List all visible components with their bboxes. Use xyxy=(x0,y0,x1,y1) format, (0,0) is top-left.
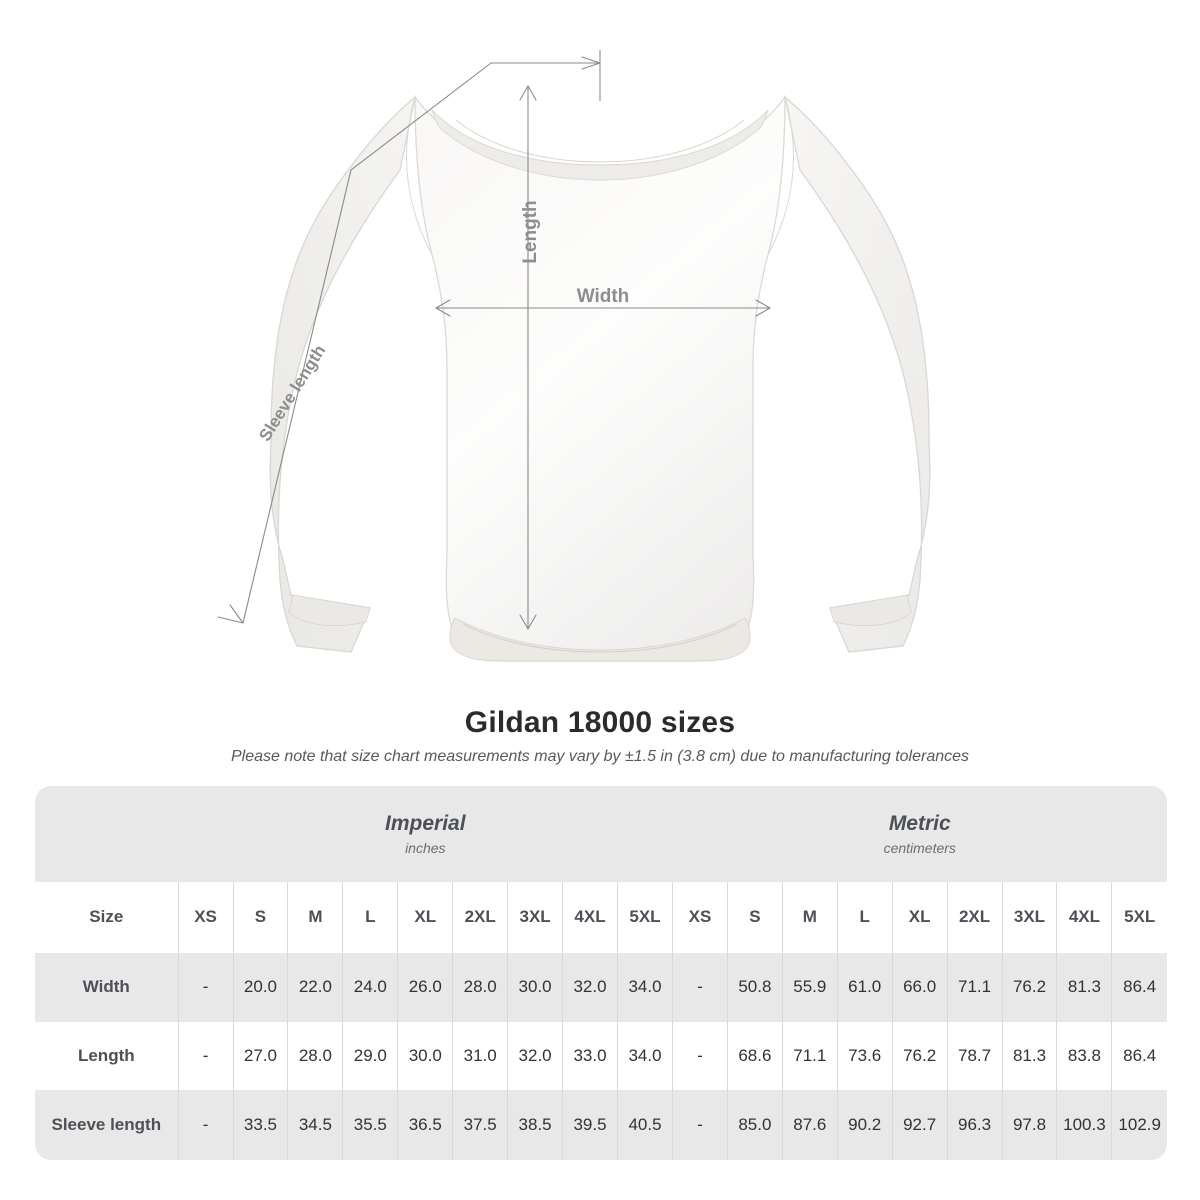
svg-text:Width: Width xyxy=(577,286,630,307)
svg-text:Length: Length xyxy=(520,200,541,263)
